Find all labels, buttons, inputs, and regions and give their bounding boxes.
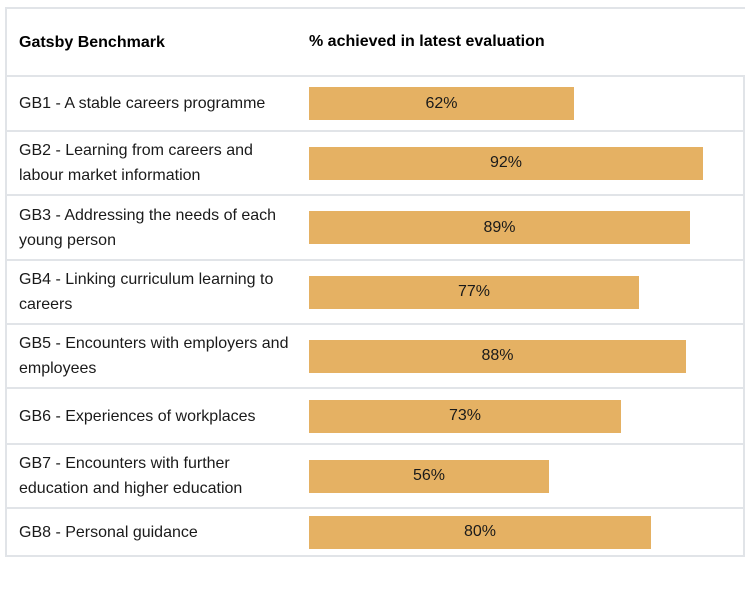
table-row: GB3 - Addressing the needs of each young…	[7, 194, 745, 259]
header-benchmark-label: Gatsby Benchmark	[19, 33, 165, 51]
bar-cell: 92%	[309, 146, 743, 180]
row-label: GB1 - A stable careers programme	[19, 95, 266, 112]
header-value-label: % achieved in latest evaluation	[309, 33, 545, 50]
percentage-bar: 62%	[309, 87, 574, 120]
row-label: GB8 - Personal guidance	[19, 523, 198, 541]
row-label: GB5 - Encounters with employers and empl…	[19, 335, 289, 377]
bar-value-label: 73%	[448, 407, 482, 424]
row-label: GB2 - Learning from careers and labour m…	[19, 142, 253, 184]
row-label: GB7 - Encounters with further education …	[19, 455, 243, 497]
bar-cell: 88%	[309, 339, 743, 373]
percentage-bar: 80%	[309, 515, 651, 549]
bar-cell: 56%	[309, 459, 743, 493]
bar-value-label: 77%	[457, 283, 491, 300]
bar-value-label: 89%	[483, 218, 516, 236]
percentage-bar: 88%	[309, 339, 686, 373]
percentage-bar: 77%	[309, 275, 639, 309]
percentage-bar: 89%	[309, 211, 690, 244]
bar-value-label: 92%	[489, 154, 523, 171]
percentage-bar: 92%	[309, 146, 703, 180]
bar-value-label: 80%	[463, 523, 497, 540]
table-row: GB4 - Linking curriculum learning to car…	[7, 259, 745, 323]
bar-cell: 62%	[309, 87, 743, 120]
benchmark-table: Gatsby Benchmark % achieved in latest ev…	[5, 7, 745, 557]
table-row: GB6 - Experiences of workplaces 73%	[7, 387, 745, 443]
bar-cell: 80%	[309, 515, 743, 549]
bar-value-label: 88%	[481, 347, 514, 364]
bar-value-label: 56%	[412, 467, 446, 484]
table-row: GB2 - Learning from careers and labour m…	[7, 130, 745, 194]
table-row: GB7 - Encounters with further education …	[7, 443, 745, 507]
percentage-bar: 56%	[309, 459, 549, 493]
bar-value-label: 62%	[425, 94, 458, 112]
percentage-bar: 73%	[309, 399, 621, 433]
bar-cell: 89%	[309, 211, 743, 244]
row-label: GB6 - Experiences of workplaces	[19, 407, 256, 425]
header-row: Gatsby Benchmark % achieved in latest ev…	[7, 9, 745, 75]
bar-cell: 73%	[309, 399, 743, 433]
table-row: GB1 - A stable careers programme 62%	[7, 75, 745, 130]
bar-cell: 77%	[309, 275, 743, 309]
table-row: GB8 - Personal guidance 80%	[7, 507, 745, 555]
row-label: GB3 - Addressing the needs of each young…	[19, 206, 277, 249]
row-label: GB4 - Linking curriculum learning to car…	[19, 271, 274, 313]
table-row: GB5 - Encounters with employers and empl…	[7, 323, 745, 387]
table-rows: GB1 - A stable careers programme 62% GB2 -…	[7, 75, 745, 555]
